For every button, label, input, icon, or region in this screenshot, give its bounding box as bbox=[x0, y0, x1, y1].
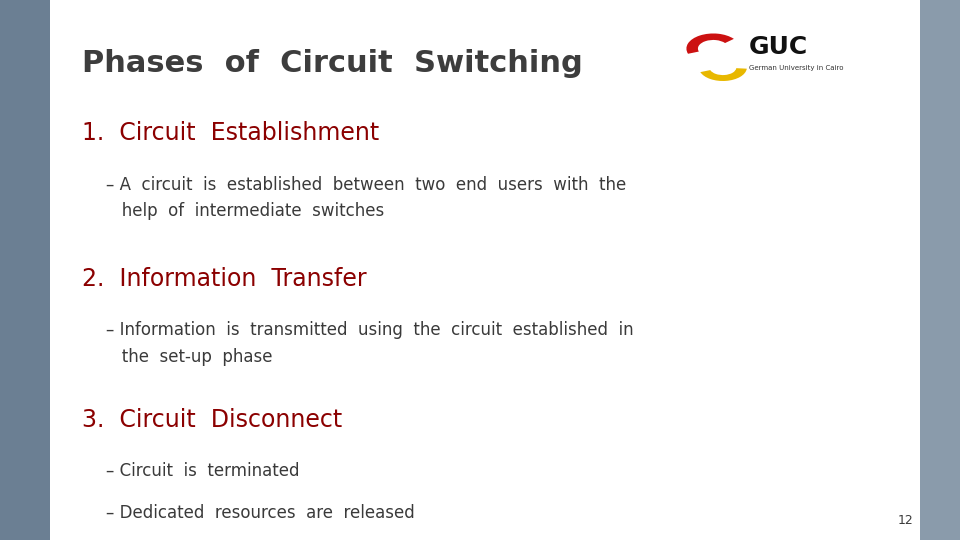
Text: 2.  Information  Transfer: 2. Information Transfer bbox=[82, 267, 366, 291]
FancyBboxPatch shape bbox=[0, 0, 50, 540]
Text: – A  circuit  is  established  between  two  end  users  with  the
   help  of  : – A circuit is established between two e… bbox=[106, 176, 626, 220]
Text: – Information  is  transmitted  using  the  circuit  established  in
   the  set: – Information is transmitted using the c… bbox=[106, 321, 634, 366]
Text: Phases  of  Circuit  Switching: Phases of Circuit Switching bbox=[82, 49, 583, 78]
Text: German University in Cairo: German University in Cairo bbox=[749, 65, 843, 71]
Text: 12: 12 bbox=[899, 514, 914, 526]
Text: 3.  Circuit  Disconnect: 3. Circuit Disconnect bbox=[82, 408, 342, 431]
Wedge shape bbox=[686, 33, 733, 54]
Text: – Dedicated  resources  are  released: – Dedicated resources are released bbox=[106, 504, 415, 522]
Text: GUC: GUC bbox=[749, 35, 808, 59]
Wedge shape bbox=[701, 68, 747, 81]
FancyBboxPatch shape bbox=[920, 0, 960, 540]
Text: – Circuit  is  terminated: – Circuit is terminated bbox=[106, 462, 300, 480]
Text: 1.  Circuit  Establishment: 1. Circuit Establishment bbox=[82, 122, 379, 145]
